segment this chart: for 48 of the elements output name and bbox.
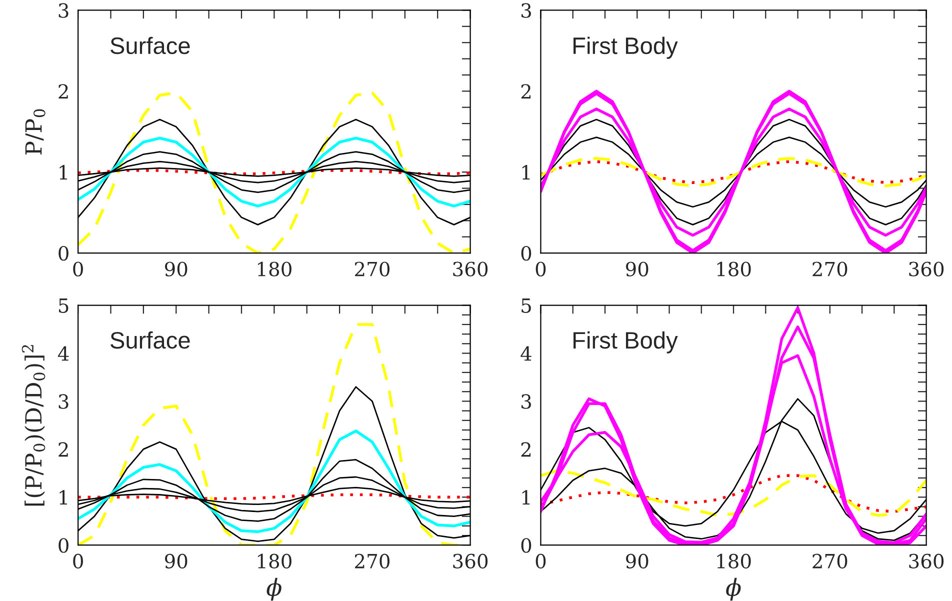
y-tick-label: 2 xyxy=(521,84,530,99)
x-tick-label: 0 xyxy=(73,262,83,276)
x-tick-label: 360 xyxy=(909,554,944,568)
y-tick-label: 5 xyxy=(59,298,68,313)
x-tick-label: 360 xyxy=(909,262,944,276)
y-tick-label: 2 xyxy=(521,442,530,457)
x-axis-title: ϕ xyxy=(726,578,741,601)
y-tick-label: 1 xyxy=(522,165,530,180)
text: Surface xyxy=(110,36,190,54)
x-tick-label: 180 xyxy=(258,554,292,568)
text: First Body xyxy=(574,36,678,59)
x-tick-label: 180 xyxy=(258,262,292,276)
y-tick-label: 0 xyxy=(521,246,532,261)
x-tick-label: 90 xyxy=(164,554,188,568)
text: Surface xyxy=(110,331,190,349)
y-axis-title: P/P$_{0}$ xyxy=(25,109,46,155)
x-tick-label: 0 xyxy=(73,554,83,568)
y-tick-label: 2 xyxy=(58,84,68,99)
x-tick-label: 270 xyxy=(812,554,848,568)
y-tick-label: 0 xyxy=(58,246,68,261)
y-tick-label: 4 xyxy=(58,346,69,361)
y-tick-label: 1 xyxy=(522,490,530,505)
y-tick-label: 1 xyxy=(60,490,67,505)
y-tick-label: 3 xyxy=(522,3,531,18)
y-axis-title: [(P/P$_{0}$)(D/D$_{0}$)]$^{2}$ xyxy=(22,345,46,506)
y-tick-label: 0 xyxy=(521,538,532,553)
x-tick-label: 90 xyxy=(626,554,648,568)
x-tick-label: 270 xyxy=(354,554,390,568)
x-tick-label: 0 xyxy=(536,262,546,276)
x-tick-label: 90 xyxy=(164,262,188,276)
y-tick-label: 5 xyxy=(522,298,531,313)
x-tick-label: 270 xyxy=(812,262,848,276)
x-tick-label: 0 xyxy=(536,554,546,568)
text: First Body xyxy=(574,331,678,354)
y-tick-label: 2 xyxy=(58,442,68,457)
y-tick-label: 1 xyxy=(60,165,67,180)
x-tick-label: 360 xyxy=(453,554,488,568)
x-tick-label: 270 xyxy=(354,262,390,276)
y-tick-label: 3 xyxy=(58,3,68,18)
y-tick-label: 0 xyxy=(58,538,68,553)
x-tick-label: 90 xyxy=(626,262,648,276)
x-axis-title: ϕ xyxy=(266,578,282,601)
x-tick-label: 180 xyxy=(717,262,751,276)
y-tick-label: 3 xyxy=(522,394,531,409)
x-tick-label: 180 xyxy=(717,554,751,568)
y-tick-label: 3 xyxy=(58,394,68,409)
x-tick-label: 360 xyxy=(453,262,488,276)
y-tick-label: 4 xyxy=(520,346,532,361)
